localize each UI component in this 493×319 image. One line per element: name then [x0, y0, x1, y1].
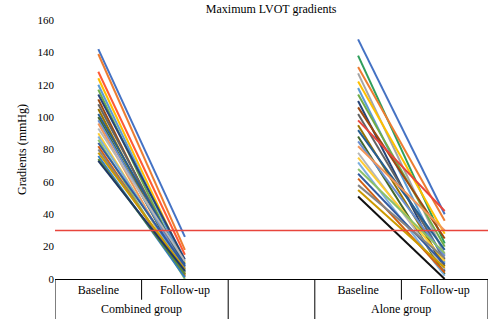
svg-text:Maximum LVOT gradients: Maximum LVOT gradients	[206, 2, 337, 16]
svg-text:40: 40	[43, 208, 55, 220]
svg-text:Baseline: Baseline	[78, 283, 119, 297]
svg-text:80: 80	[43, 143, 55, 155]
svg-text:100: 100	[38, 111, 55, 123]
svg-text:160: 160	[38, 14, 55, 26]
svg-text:Gradients (mmHg): Gradients (mmHg)	[15, 104, 29, 195]
svg-text:20: 20	[43, 240, 55, 252]
svg-text:Follow-up: Follow-up	[160, 283, 210, 297]
svg-text:Alone group: Alone group	[371, 302, 431, 316]
svg-text:Follow-up: Follow-up	[420, 283, 470, 297]
svg-text:0: 0	[49, 273, 55, 285]
svg-text:Baseline: Baseline	[337, 283, 378, 297]
svg-text:120: 120	[38, 79, 55, 91]
svg-text:140: 140	[38, 46, 55, 58]
svg-text:60: 60	[43, 176, 55, 188]
svg-text:Combined group: Combined group	[101, 302, 182, 316]
